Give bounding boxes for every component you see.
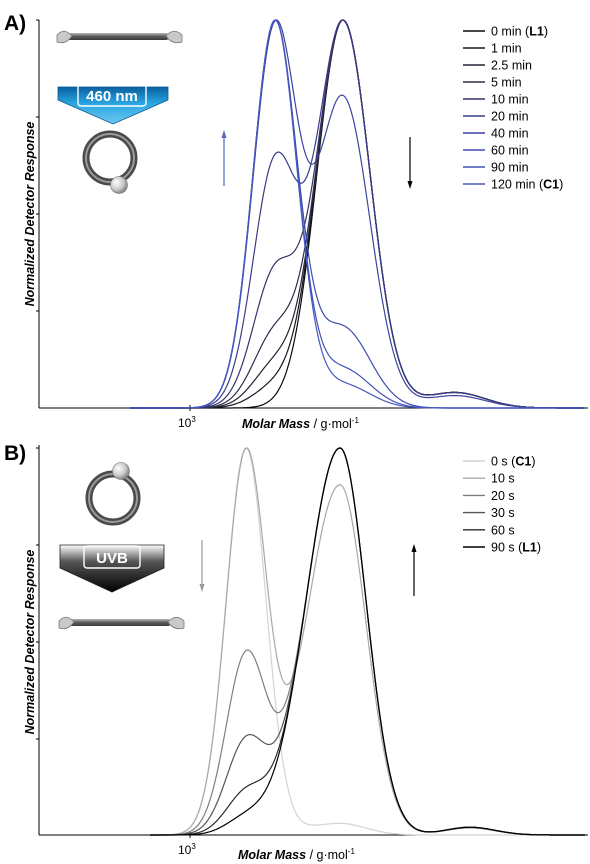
series-line-60-s [150, 447, 585, 836]
panel-a-arrow-down [407, 137, 413, 189]
legend-label: 20 min [491, 110, 529, 124]
legend-label: 90 s (L1) [491, 541, 541, 555]
panel-b-inset: UVB [58, 462, 185, 630]
linear-polymer-icon [56, 30, 183, 44]
cyclic-polymer-icon [85, 462, 141, 526]
legend-label: 30 s [491, 506, 515, 520]
panel-b-arrow-down [199, 540, 205, 592]
panel-b-x-label: Molar Mass / g·mol-1 [238, 847, 355, 862]
panel-b-y-label: Normalized Detector Response [23, 550, 37, 735]
legend-label: 2.5 min [491, 59, 532, 73]
panel-a-legend: 0 min (L1) 1 min 2.5 min 5 min 10 min 20 min 4… [463, 25, 563, 192]
legend-label: 10 s [491, 472, 515, 486]
panel-b: B) Normalized Detector Response 103 Mola… [4, 442, 588, 862]
legend-label: 1 min [491, 42, 522, 56]
panel-a-series [130, 19, 585, 409]
legend-label: 20 s [491, 489, 515, 503]
legend-label: 60 min [491, 144, 529, 158]
panel-b-label: B) [4, 442, 26, 465]
series-line-0-s [150, 447, 585, 836]
linear-polymer-icon [58, 616, 185, 630]
series-line-30-s [150, 447, 585, 836]
panel-a-x-label: Molar Mass / g·mol-1 [242, 416, 359, 431]
panel-a-y-ticks [36, 19, 39, 312]
series-line-10-s [150, 447, 585, 836]
panel-a-arrow-up [221, 130, 227, 186]
panel-a: A) Normalized Detector Response 103 Mola… [4, 12, 588, 431]
legend-label: 120 min (C1) [491, 178, 563, 192]
series-line-120-min [130, 19, 585, 409]
panel-b-series [150, 447, 585, 836]
legend-label: 90 min [491, 161, 529, 175]
panel-b-arrow-up [411, 544, 417, 596]
legend-label: 5 min [491, 76, 522, 90]
legend-label: 40 min [491, 127, 529, 141]
panel-a-y-label: Normalized Detector Response [23, 122, 37, 307]
panel-b-badge-text: UVB [96, 550, 128, 567]
series-line-90-s [150, 447, 585, 836]
legend-label: 0 min (L1) [491, 25, 548, 39]
legend-label: 0 s (C1) [491, 455, 535, 469]
panel-a-x-tick-label: 103 [178, 415, 196, 430]
legend-label: 10 min [491, 93, 529, 107]
cyclic-polymer-icon [82, 130, 138, 194]
panel-a-label: A) [4, 12, 26, 35]
panel-b-x-tick-label: 103 [178, 842, 196, 857]
series-line-20-s [150, 447, 585, 836]
panel-a-badge-text: 460 nm [86, 88, 138, 105]
legend-label: 60 s [491, 523, 515, 537]
uvb-arrow-badge: UVB [59, 544, 165, 593]
panel-a-inset: 460 nm [56, 30, 183, 194]
wavelength-arrow-badge: 460 nm [57, 83, 169, 125]
panel-b-y-ticks [36, 447, 39, 740]
panel-b-legend: 0 s (C1) 10 s 20 s 30 s 60 s 90 s (L1) [463, 455, 541, 555]
